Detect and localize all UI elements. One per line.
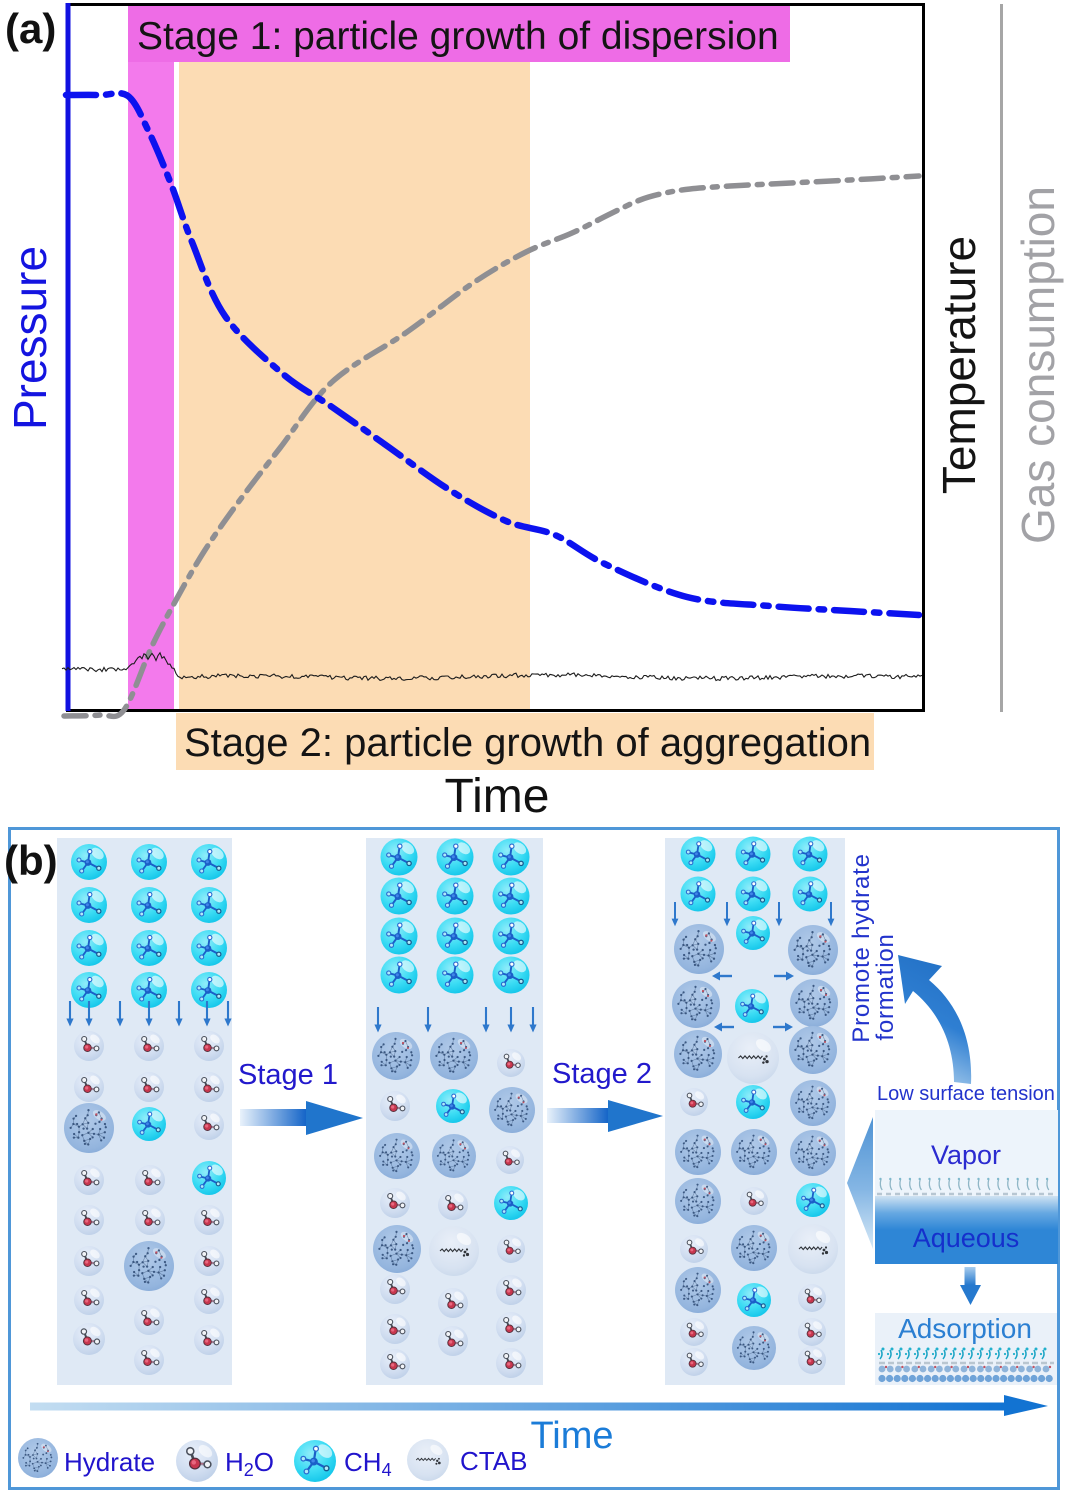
svg-text:Temperature: Temperature: [933, 236, 985, 494]
svg-text:(b): (b): [4, 837, 58, 884]
svg-text:Promote hydrate: Promote hydrate: [848, 853, 875, 1042]
svg-text:Low surface tension: Low surface tension: [877, 1083, 1055, 1105]
svg-text:Stage 1: Stage 1: [238, 1059, 338, 1091]
svg-text:CTAB: CTAB: [460, 1446, 527, 1476]
svg-text:Hydrate: Hydrate: [64, 1447, 155, 1477]
svg-text:Vapor: Vapor: [931, 1140, 1001, 1170]
svg-text:H2O: H2O: [225, 1447, 274, 1480]
svg-text:(a): (a): [5, 5, 56, 52]
svg-text:Time: Time: [530, 1415, 613, 1457]
svg-text:Stage 1: particle growth of di: Stage 1: particle growth of dispersion: [137, 15, 779, 58]
svg-text:Time: Time: [445, 770, 550, 823]
svg-text:Stage 2: particle growth of ag: Stage 2: particle growth of aggregation: [184, 721, 871, 765]
svg-text:Gas consumption: Gas consumption: [1012, 186, 1064, 544]
svg-text:Pressure: Pressure: [4, 246, 56, 430]
svg-text:Aqueous: Aqueous: [913, 1223, 1020, 1253]
svg-text:Adsorption: Adsorption: [898, 1313, 1032, 1344]
svg-text:Stage 2: Stage 2: [552, 1058, 652, 1090]
svg-text:formation: formation: [872, 933, 899, 1040]
